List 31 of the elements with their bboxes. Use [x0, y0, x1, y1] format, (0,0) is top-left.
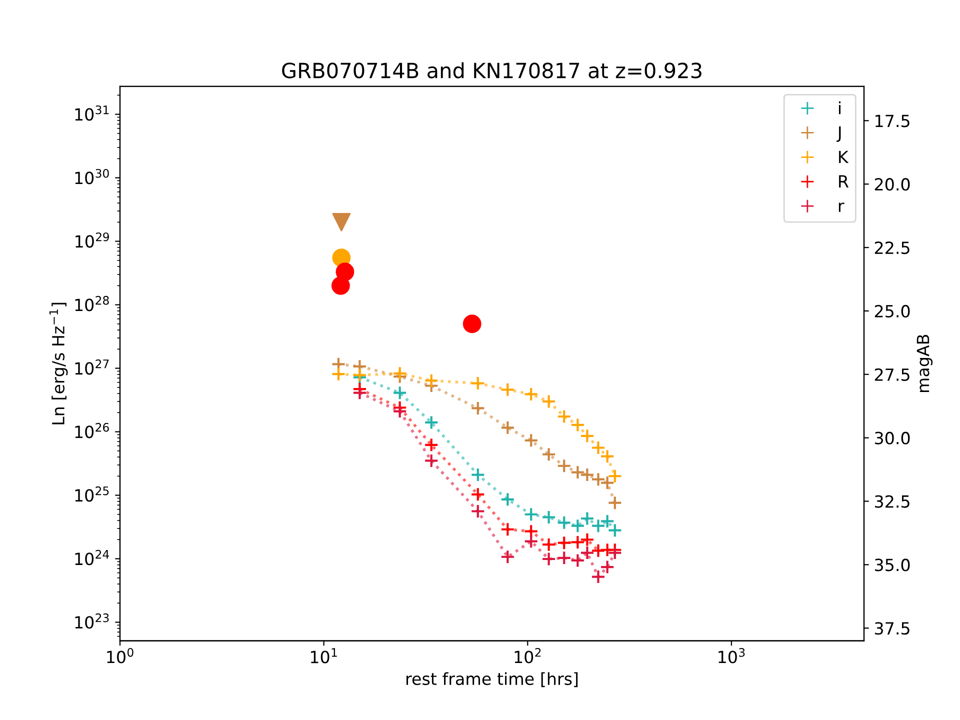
y-tick-label: 10$^{31}$ — [75, 105, 109, 121]
y-tick-label: 10$^{23}$ — [75, 613, 109, 629]
y2-tick-label: 17.5 — [876, 114, 910, 128]
legend-label: i — [838, 101, 840, 114]
y-tick-label: 10$^{28}$ — [75, 296, 109, 312]
y2-tick-label: 20.0 — [874, 178, 910, 191]
y2-tick-label: 22.5 — [874, 241, 910, 254]
y2-tick-label: 32.5 — [874, 495, 910, 508]
x-tick-label: 10$^{3}$ — [718, 648, 745, 664]
legend-label: K — [839, 150, 849, 163]
y-tick-label: 10$^{30}$ — [75, 168, 109, 184]
y2-tick-label: 35.0 — [874, 558, 910, 572]
y2-tick-label: 25.0 — [874, 304, 910, 318]
x-axis-title: rest frame time [hrs] — [406, 672, 578, 688]
y-axis-title: Ln [erg/s Hz$^{−1}$] — [49, 302, 68, 424]
x-tick-label: 10$^{2}$ — [514, 648, 541, 664]
y2-tick-label: 27.5 — [874, 368, 910, 381]
y-tick-label: 10$^{25}$ — [75, 486, 109, 502]
y-tick-label: 10$^{29}$ — [76, 232, 109, 248]
x-tick-label: 10$^{0}$ — [107, 648, 134, 664]
y-tick-label: 10$^{26}$ — [75, 422, 109, 438]
y2-tick-label: 37.5 — [874, 622, 910, 635]
legend-label: J — [836, 126, 841, 142]
legend-label: R — [839, 175, 849, 188]
y-tick-label: 10$^{24}$ — [75, 550, 110, 566]
y2-tick-label: 30.0 — [874, 432, 910, 444]
legend-label: r — [838, 202, 844, 212]
x-tick-label: 10$^{1}$ — [310, 648, 337, 664]
chart-title: GRB070714B and KN170817 at z=0.923 — [282, 62, 702, 78]
y-tick-label: 10$^{27}$ — [75, 359, 109, 375]
y2-axis-title: magAB — [916, 334, 933, 392]
